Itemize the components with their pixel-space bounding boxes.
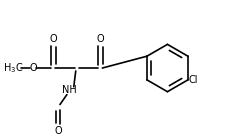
Text: O: O bbox=[49, 34, 57, 44]
Text: H$_3$C: H$_3$C bbox=[3, 61, 24, 75]
Text: O: O bbox=[96, 34, 104, 44]
Text: NH: NH bbox=[62, 85, 77, 95]
Text: O: O bbox=[54, 126, 62, 136]
Text: O: O bbox=[29, 63, 37, 73]
Text: Cl: Cl bbox=[188, 75, 198, 85]
